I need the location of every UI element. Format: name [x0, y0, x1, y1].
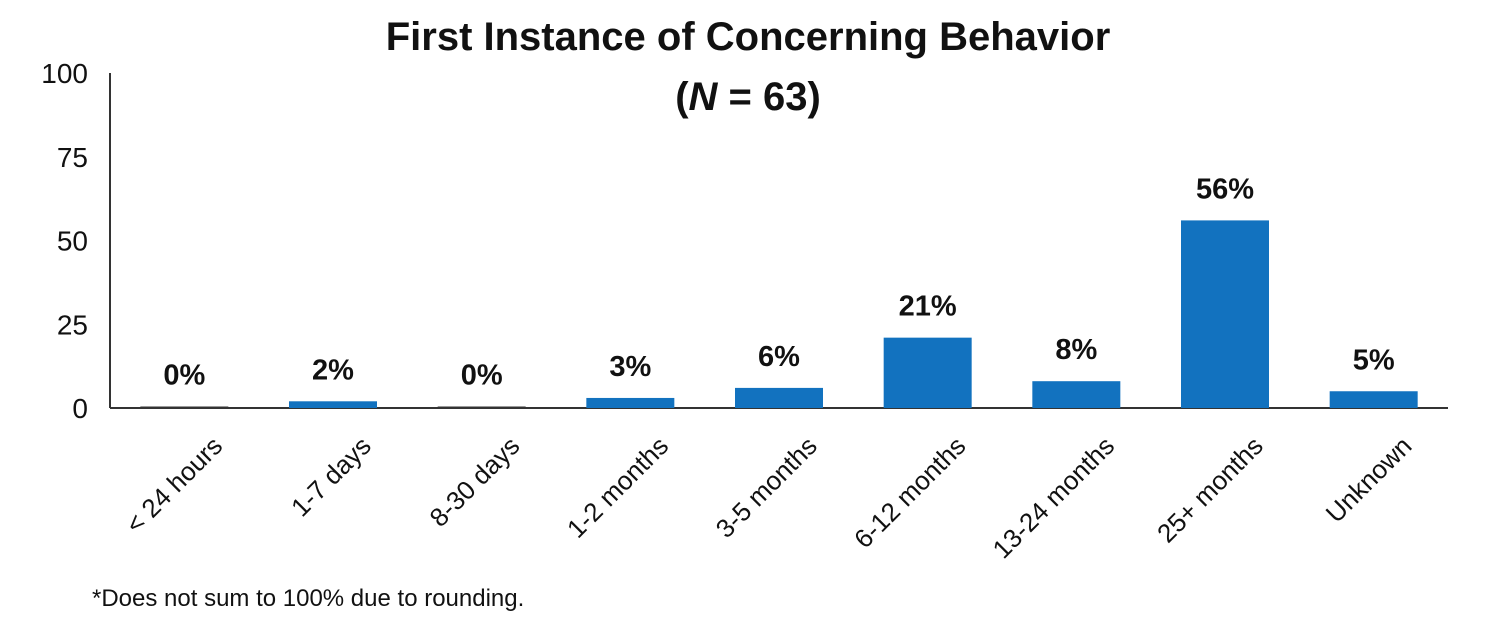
data-label-2: 0% — [461, 360, 503, 392]
category-label-3: 1-2 months — [561, 431, 674, 544]
category-label-4: 3-5 months — [710, 431, 823, 544]
footnote: *Does not sum to 100% due to rounding. — [92, 585, 525, 612]
chart-subtitle: (N = 63) — [675, 75, 821, 119]
bar-2 — [437, 406, 526, 408]
category-label-1: 1-7 days — [285, 431, 377, 523]
data-label-4: 6% — [758, 341, 800, 373]
category-label-2: 8-30 days — [424, 431, 526, 533]
subtitle-italic: N — [689, 75, 719, 119]
y-tick-label-100: 100 — [41, 58, 88, 89]
y-tick-label-75: 75 — [57, 142, 88, 173]
y-tick-label-50: 50 — [57, 226, 88, 257]
data-label-3: 3% — [609, 351, 651, 383]
category-label-5: 6-12 months — [848, 431, 971, 554]
data-labels-group: 0% 2% 0% 3% 6% 21% 8% 56% 5% — [163, 173, 1394, 391]
chart-title: First Instance of Concerning Behavior — [386, 15, 1111, 59]
data-label-1: 2% — [312, 354, 354, 386]
bar-4 — [735, 387, 823, 408]
category-labels-group: < 24 hours 1-7 days 8-30 days 1-2 months 3-5… — [120, 431, 1418, 565]
bar-1 — [289, 401, 377, 408]
category-label-6: 13-24 months — [987, 431, 1121, 565]
subtitle-rest: = 63) — [717, 75, 820, 119]
bar-7 — [1181, 220, 1269, 408]
data-label-0: 0% — [163, 360, 205, 392]
category-label-8: Unknown — [1320, 431, 1418, 529]
bar-6 — [1032, 381, 1121, 408]
data-label-6: 8% — [1055, 334, 1097, 366]
bar-8 — [1329, 391, 1418, 408]
category-label-0: < 24 hours — [120, 431, 229, 540]
y-tick-label-25: 25 — [57, 309, 88, 340]
data-label-8: 5% — [1353, 344, 1395, 376]
y-tick-labels: 0 25 50 75 100 — [41, 58, 88, 424]
category-label-7: 25+ months — [1151, 431, 1269, 549]
y-tick-label-0: 0 — [72, 393, 88, 424]
data-label-5: 21% — [899, 291, 957, 323]
bars-group — [140, 220, 1418, 408]
data-label-7: 56% — [1196, 173, 1254, 205]
subtitle-open: ( — [675, 75, 689, 119]
bar-0 — [140, 406, 229, 408]
bar-3 — [586, 397, 675, 408]
bar-5 — [883, 337, 972, 408]
